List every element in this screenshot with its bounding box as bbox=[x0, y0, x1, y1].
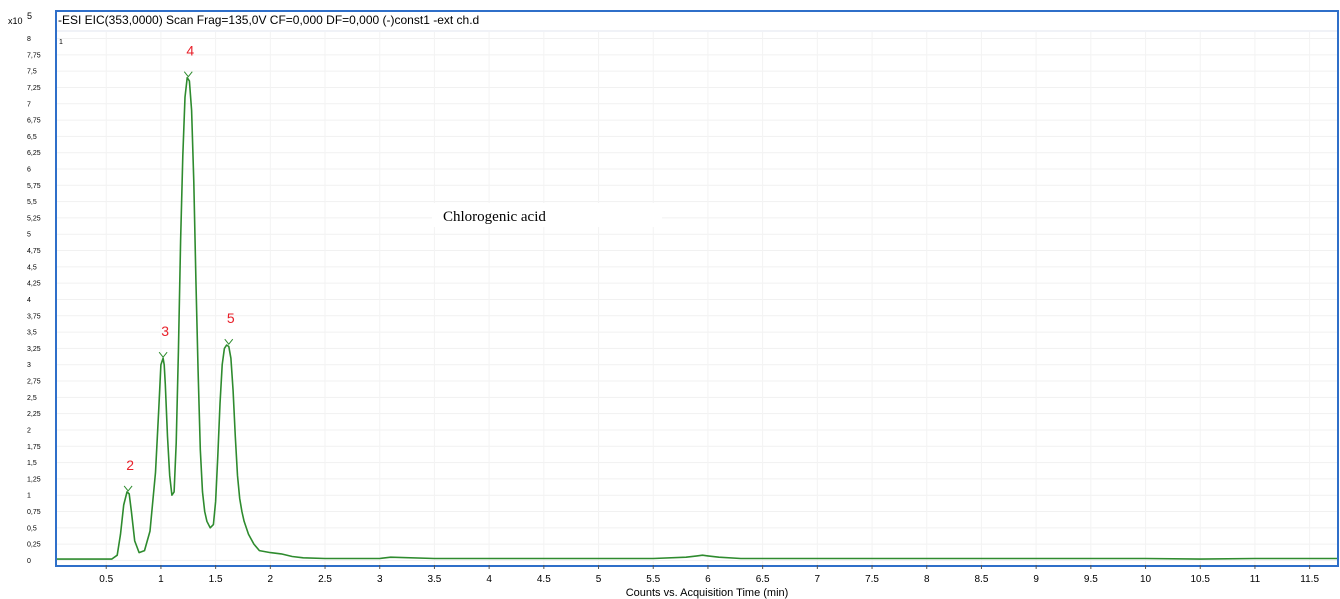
x-axis-ticks: 0.5 1 1.5 2 2.5 3 3.5 4 4.5 5 5.5 6 6.5 7 7.5 8 8.5 9 9.5 1… bbox=[99, 565, 1319, 585]
y-tick-label: 1 bbox=[27, 493, 31, 500]
y-tick-label: 6,75 bbox=[27, 118, 41, 125]
peak-label-3: 3 bbox=[161, 323, 169, 339]
plot-frame bbox=[55, 10, 1339, 567]
peak-labels: 2 3 4 5 bbox=[123, 43, 235, 492]
x-tick-label: 4 bbox=[486, 574, 492, 585]
y-tick-label: 8 bbox=[27, 36, 31, 43]
x-axis-label: Counts vs. Acquisition Time (min) bbox=[626, 587, 789, 599]
y-tick-label: 2,75 bbox=[27, 379, 41, 386]
x-tick-label: 10 bbox=[1140, 574, 1152, 585]
y-tick-label: 7,75 bbox=[27, 52, 41, 59]
x-tick-label: 9.5 bbox=[1084, 574, 1098, 585]
corner-label: 1 bbox=[59, 39, 63, 46]
y-tick-label: 0,75 bbox=[27, 509, 41, 516]
y-tick-label: 0,5 bbox=[27, 525, 37, 532]
x-tick-label: 11.5 bbox=[1300, 574, 1319, 585]
y-tick-label: 5,5 bbox=[27, 199, 37, 206]
x-tick-label: 2 bbox=[268, 574, 274, 585]
x-tick-label: 8.5 bbox=[974, 574, 988, 585]
y-tick-label: 7,25 bbox=[27, 85, 41, 92]
y-tick-label: 1,25 bbox=[27, 476, 41, 483]
y-tick-label: 0,25 bbox=[27, 542, 41, 549]
x-tick-label: 5 bbox=[596, 574, 602, 585]
x-tick-label: 7.5 bbox=[865, 574, 879, 585]
y-tick-label: 6,25 bbox=[27, 150, 41, 157]
x-tick-label: 7 bbox=[815, 574, 821, 585]
y-tick-label: 3,5 bbox=[27, 330, 37, 337]
y-tick-label: 3 bbox=[27, 362, 31, 369]
series-line-0 bbox=[57, 76, 1337, 560]
peak-marker bbox=[224, 338, 234, 345]
y-tick-label: 5,75 bbox=[27, 183, 41, 190]
y-tick-label: 7,5 bbox=[27, 69, 37, 76]
y-tick-label: 1,75 bbox=[27, 444, 41, 451]
y-tick-label: 0 bbox=[27, 558, 31, 565]
scale-exponent: 5 bbox=[27, 11, 32, 21]
x-tick-label: 6 bbox=[705, 574, 711, 585]
y-tick-label: 2,25 bbox=[27, 411, 41, 418]
x-tick-label: 11 bbox=[1250, 574, 1261, 585]
y-axis-ticks: 0 0,25 0,5 0,75 1 1,25 1,5 1,75 2 2,25 2,5 2,75 3 3,2… bbox=[27, 36, 41, 565]
series-layer bbox=[57, 76, 1337, 560]
x-tick-label: 6.5 bbox=[756, 574, 770, 585]
x-tick-label: 8 bbox=[924, 574, 930, 585]
y-tick-label: 2,5 bbox=[27, 395, 37, 402]
x-tick-label: 10.5 bbox=[1191, 574, 1211, 585]
y-tick-label: 6 bbox=[27, 167, 31, 174]
scale-label: x10 bbox=[8, 16, 23, 26]
annotation-chlorogenic-acid: Chlorogenic acid bbox=[443, 209, 546, 225]
x-tick-label: 0.5 bbox=[99, 574, 113, 585]
y-tick-label: 5 bbox=[27, 232, 31, 239]
peak-marker bbox=[158, 351, 168, 358]
peak-label-5: 5 bbox=[227, 310, 235, 326]
peak-marker bbox=[123, 485, 133, 492]
x-tick-label: 3.5 bbox=[427, 574, 441, 585]
peak-label-2: 2 bbox=[126, 457, 134, 473]
x-tick-label: 1.5 bbox=[209, 574, 223, 585]
y-tick-label: 4 bbox=[27, 297, 31, 304]
y-tick-label: 7 bbox=[27, 101, 31, 108]
x-tick-label: 2.5 bbox=[318, 574, 332, 585]
chart-title: -ESI EIC(353,0000) Scan Frag=135,0V CF=0… bbox=[58, 13, 479, 27]
y-tick-label: 5,25 bbox=[27, 215, 41, 222]
grid bbox=[57, 32, 1337, 565]
x-tick-label: 3 bbox=[377, 574, 383, 585]
y-tick-label: 3,75 bbox=[27, 313, 41, 320]
y-tick-label: 4,5 bbox=[27, 264, 37, 271]
peak-label-4: 4 bbox=[186, 43, 194, 59]
y-tick-label: 4,75 bbox=[27, 248, 41, 255]
x-tick-label: 1 bbox=[158, 574, 164, 585]
annotation-box bbox=[432, 203, 662, 227]
y-tick-label: 6,5 bbox=[27, 134, 37, 141]
x-tick-label: 9 bbox=[1033, 574, 1039, 585]
x-tick-label: 4.5 bbox=[537, 574, 551, 585]
x-tick-label: 5.5 bbox=[646, 574, 660, 585]
y-tick-label: 3,25 bbox=[27, 346, 41, 353]
y-tick-label: 1,5 bbox=[27, 460, 37, 467]
y-tick-label: 2 bbox=[27, 427, 31, 434]
y-tick-label: 4,25 bbox=[27, 281, 41, 288]
peak-marker bbox=[183, 71, 193, 78]
